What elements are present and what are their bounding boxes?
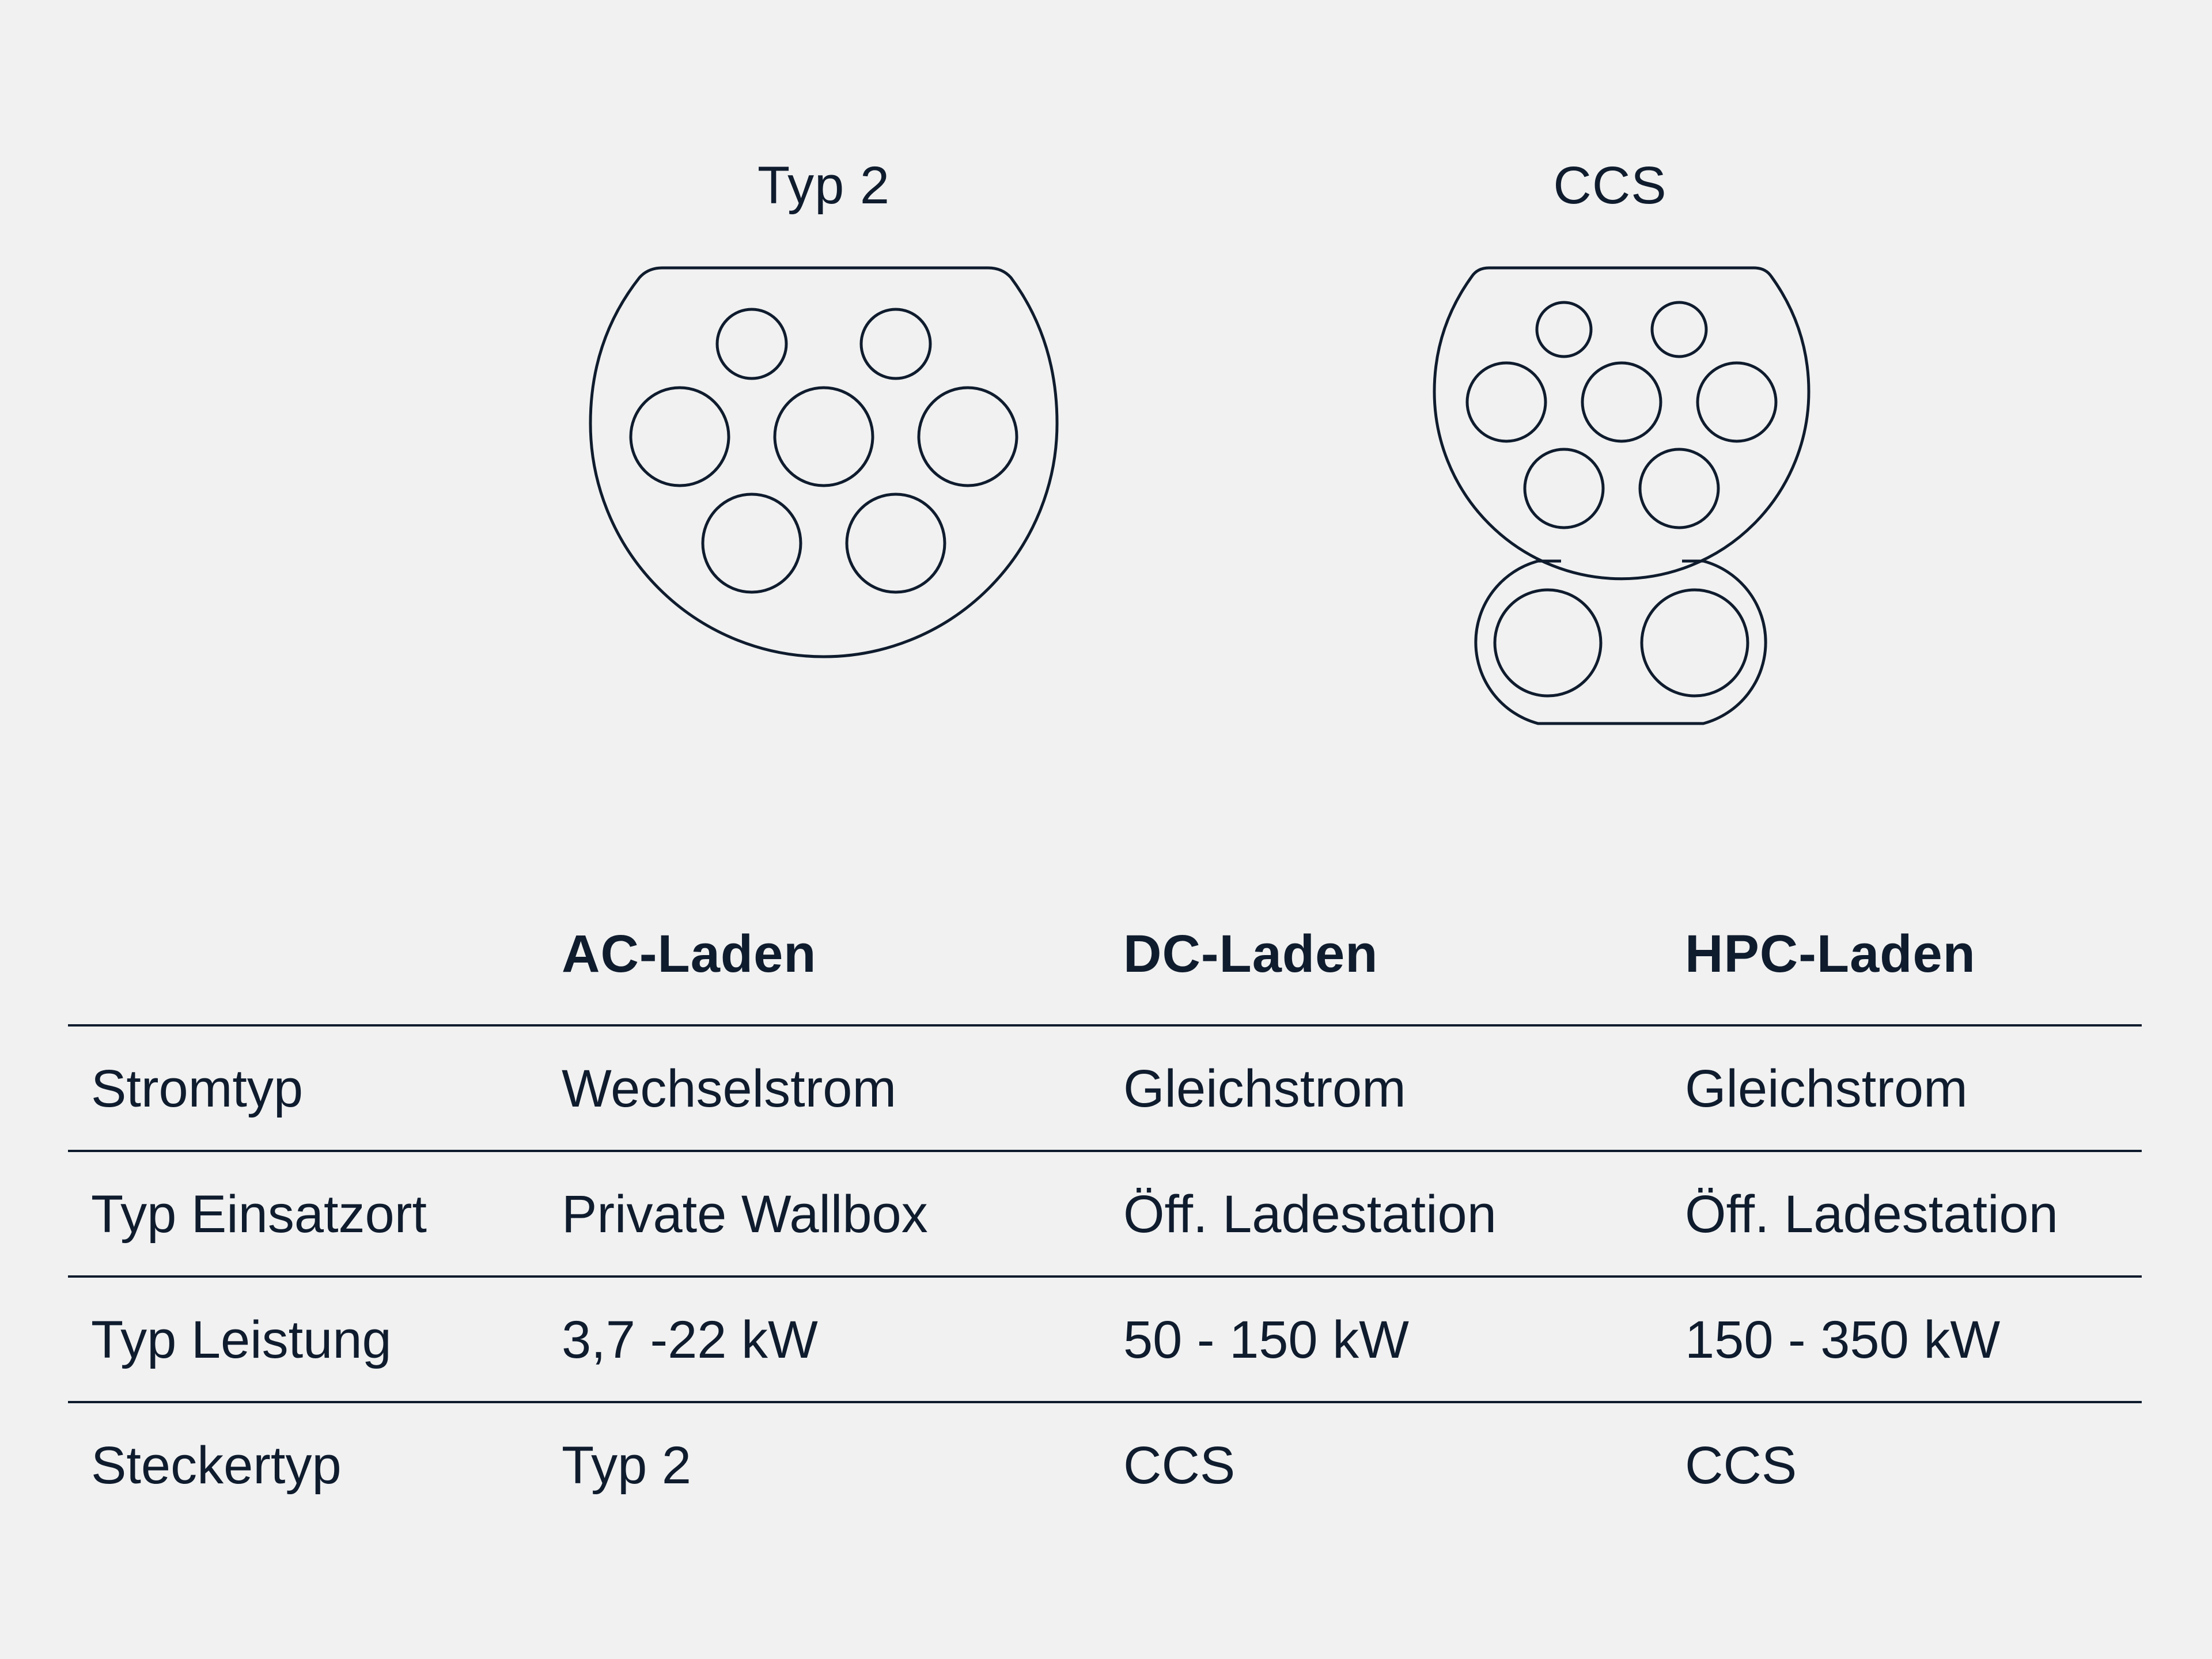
table-cell: Öff. Ladestation xyxy=(1685,1185,2058,1244)
table-row: Typ Einsatzort Private Wallbox Öff. Lade… xyxy=(68,1152,2142,1278)
ccs-connector-icon xyxy=(1433,266,1810,725)
row-label: Typ Leistung xyxy=(91,1310,392,1369)
table-cell: CCS xyxy=(1685,1436,1797,1495)
table-cell: Gleichstrom xyxy=(1123,1059,1406,1118)
table-cell: Private Wallbox xyxy=(562,1185,928,1244)
table-header-row: AC-Laden DC-Laden HPC-Laden xyxy=(68,899,2142,1027)
charging-comparison-table: AC-Laden DC-Laden HPC-Laden Stromtyp Wec… xyxy=(68,899,2142,1527)
table-cell: Öff. Ladestation xyxy=(1123,1185,1497,1244)
table-row: Steckertyp Typ 2 CCS CCS xyxy=(68,1403,2142,1527)
row-label: Stromtyp xyxy=(91,1059,304,1118)
ccs-title: CCS xyxy=(1553,156,1667,215)
header-dc-laden: DC-Laden xyxy=(1123,925,1378,983)
table-cell: CCS xyxy=(1123,1436,1236,1495)
typ2-connector-icon xyxy=(589,266,1059,658)
table-cell: 50 - 150 kW xyxy=(1123,1310,1409,1369)
row-label: Steckertyp xyxy=(91,1436,342,1495)
row-label: Typ Einsatzort xyxy=(91,1185,427,1244)
table-cell: Gleichstrom xyxy=(1685,1059,1968,1118)
table-row: Typ Leistung 3,7 -22 kW 50 - 150 kW 150 … xyxy=(68,1278,2142,1403)
table-cell: 3,7 -22 kW xyxy=(562,1310,818,1369)
header-hpc-laden: HPC-Laden xyxy=(1685,925,1976,983)
table-cell: 150 - 350 kW xyxy=(1685,1310,2001,1369)
table-cell: Typ 2 xyxy=(562,1436,692,1495)
header-ac-laden: AC-Laden xyxy=(562,925,817,983)
table-cell: Wechselstrom xyxy=(562,1059,897,1118)
typ2-title: Typ 2 xyxy=(757,156,890,215)
table-row: Stromtyp Wechselstrom Gleichstrom Gleich… xyxy=(68,1027,2142,1152)
